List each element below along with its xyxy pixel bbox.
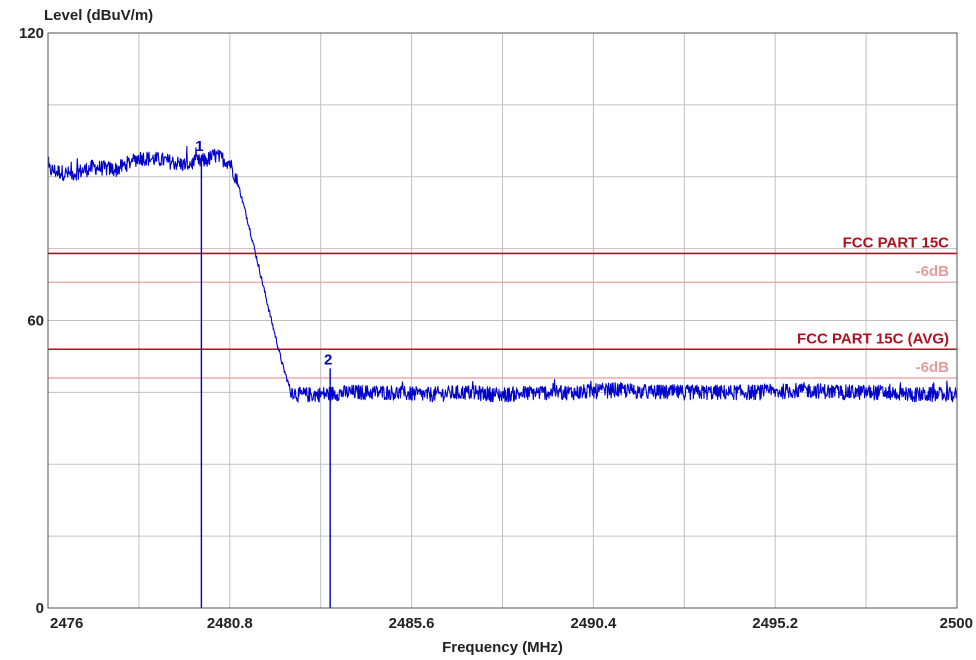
limit-line-label: FCC PART 15C [843, 234, 950, 251]
y-tick-label: 120 [19, 25, 44, 42]
tick-labels: 2476 2480.8 2485.6 2490.4 2495.2 2500 0 60 120 [19, 25, 973, 632]
x-tick-label: 2500 [940, 615, 973, 632]
grid [48, 33, 957, 608]
x-axis-label: Frequency (MHz) [442, 639, 563, 656]
margin-line-label: -6dB [916, 359, 950, 376]
margin-line-label: -6dB [916, 263, 950, 280]
marker-label: 1 [195, 138, 203, 155]
x-tick-label: 2485.6 [389, 615, 435, 632]
markers: 12 [195, 138, 332, 608]
x-tick-label: 2476 [50, 615, 83, 632]
y-tick-label: 60 [27, 313, 44, 330]
x-tick-label: 2490.4 [570, 615, 617, 632]
limit-line-label: FCC PART 15C (AVG) [797, 330, 949, 347]
trace-line [47, 145, 958, 403]
x-tick-label: 2480.8 [207, 615, 253, 632]
limit-lines: FCC PART 15C -6dB FCC PART 15C (AVG) -6dB [48, 234, 957, 379]
trace-layer [47, 145, 958, 403]
x-tick-label: 2495.2 [752, 615, 798, 632]
marker-label: 2 [324, 351, 332, 368]
plot-frame [47, 32, 958, 609]
y-tick-label: 0 [36, 600, 44, 617]
y-axis-label: Level (dBuV/m) [44, 7, 153, 24]
